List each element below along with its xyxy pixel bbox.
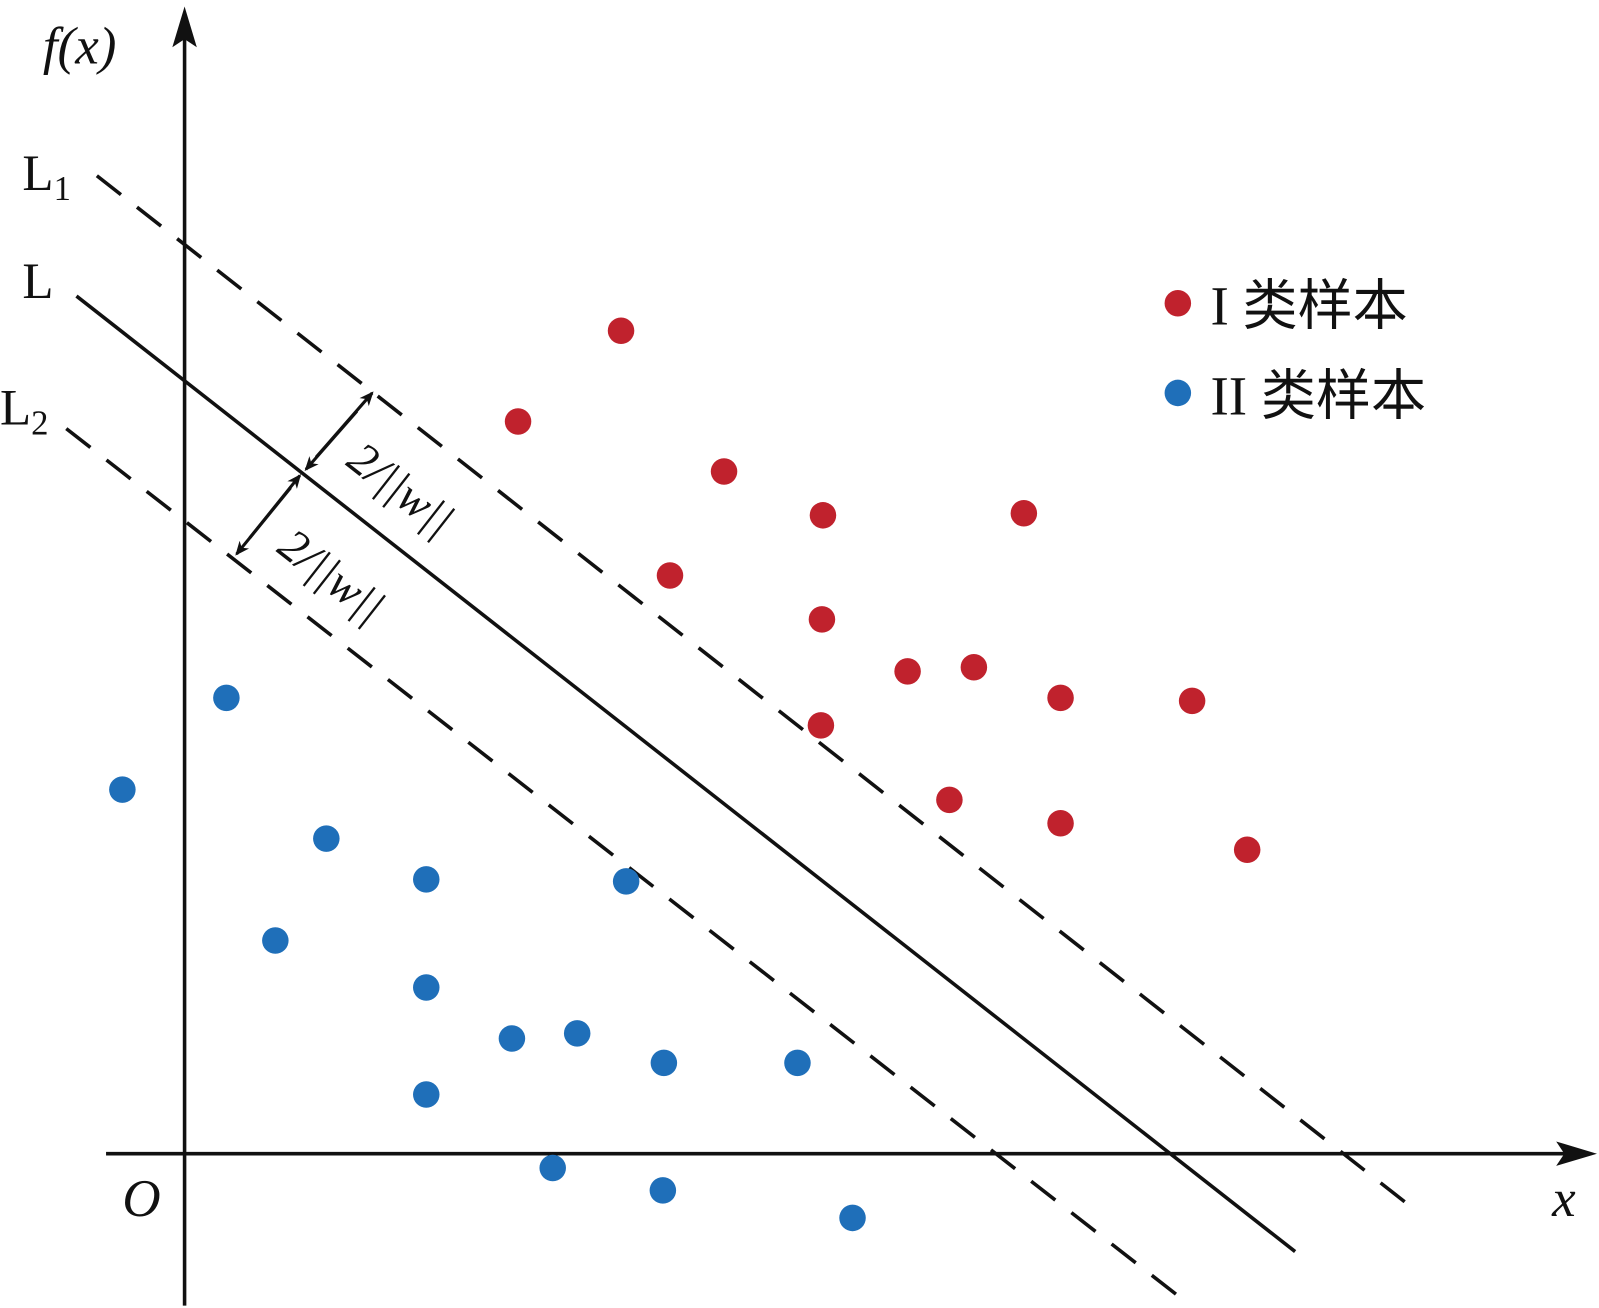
sample-point <box>313 825 340 852</box>
separating-line <box>75 294 1297 1253</box>
sample-point <box>563 1020 591 1047</box>
sample-point <box>809 502 837 529</box>
sample-point <box>710 458 738 485</box>
margin-line-upper <box>95 174 1419 1214</box>
line-label: L <box>22 254 53 310</box>
sample-point <box>504 408 532 435</box>
sample-point <box>413 866 440 893</box>
sample-point <box>262 927 289 954</box>
margin-line-lower <box>65 427 1190 1306</box>
sample-point <box>784 1049 811 1077</box>
sample-point <box>894 658 921 685</box>
line-label-sub: 2 <box>31 405 48 443</box>
sample-point <box>213 684 240 712</box>
margin-arrow <box>248 473 302 539</box>
sample-point <box>1010 500 1038 527</box>
x-arrow <box>1556 1141 1597 1166</box>
class-2-points <box>109 684 866 1232</box>
sample-point <box>656 562 684 589</box>
sample-point <box>612 868 640 895</box>
sample-point <box>936 786 963 814</box>
margin-arrow <box>304 410 359 471</box>
sample-point <box>649 1177 677 1204</box>
sample-point <box>1178 687 1206 715</box>
sample-point <box>109 776 136 803</box>
sample-point <box>1047 684 1074 712</box>
sample-point <box>808 606 836 633</box>
sample-point <box>607 317 635 344</box>
line-label-sub: 1 <box>54 170 71 208</box>
line-label: L2 <box>0 381 48 443</box>
sample-point <box>650 1049 678 1077</box>
sample-point <box>1233 836 1261 864</box>
line-label-main: L <box>22 254 53 310</box>
line-label-main: L <box>0 381 31 437</box>
sample-point <box>839 1204 866 1232</box>
sample-point <box>498 1025 526 1052</box>
y-arrow <box>172 6 197 48</box>
y-label: f(x) <box>43 18 117 76</box>
class-1-points <box>504 317 1261 864</box>
origin-label: O <box>122 1170 160 1228</box>
sample-point <box>413 1081 440 1108</box>
sample-point <box>539 1154 566 1182</box>
legend-marker <box>1164 289 1192 317</box>
line-label: L1 <box>22 146 70 208</box>
sample-point <box>1047 810 1074 837</box>
sample-point <box>960 654 988 681</box>
sample-point <box>807 712 835 739</box>
legend-label: I 类样本 <box>1210 276 1407 337</box>
margin-label: 2/||w|| <box>269 519 395 633</box>
legend-label: II 类样本 <box>1210 365 1426 426</box>
x-label: x <box>1551 1170 1576 1228</box>
line-label-main: L <box>22 146 53 202</box>
margin-label: 2/||w|| <box>338 432 464 546</box>
legend-marker <box>1164 379 1192 407</box>
sample-point <box>413 974 440 1001</box>
